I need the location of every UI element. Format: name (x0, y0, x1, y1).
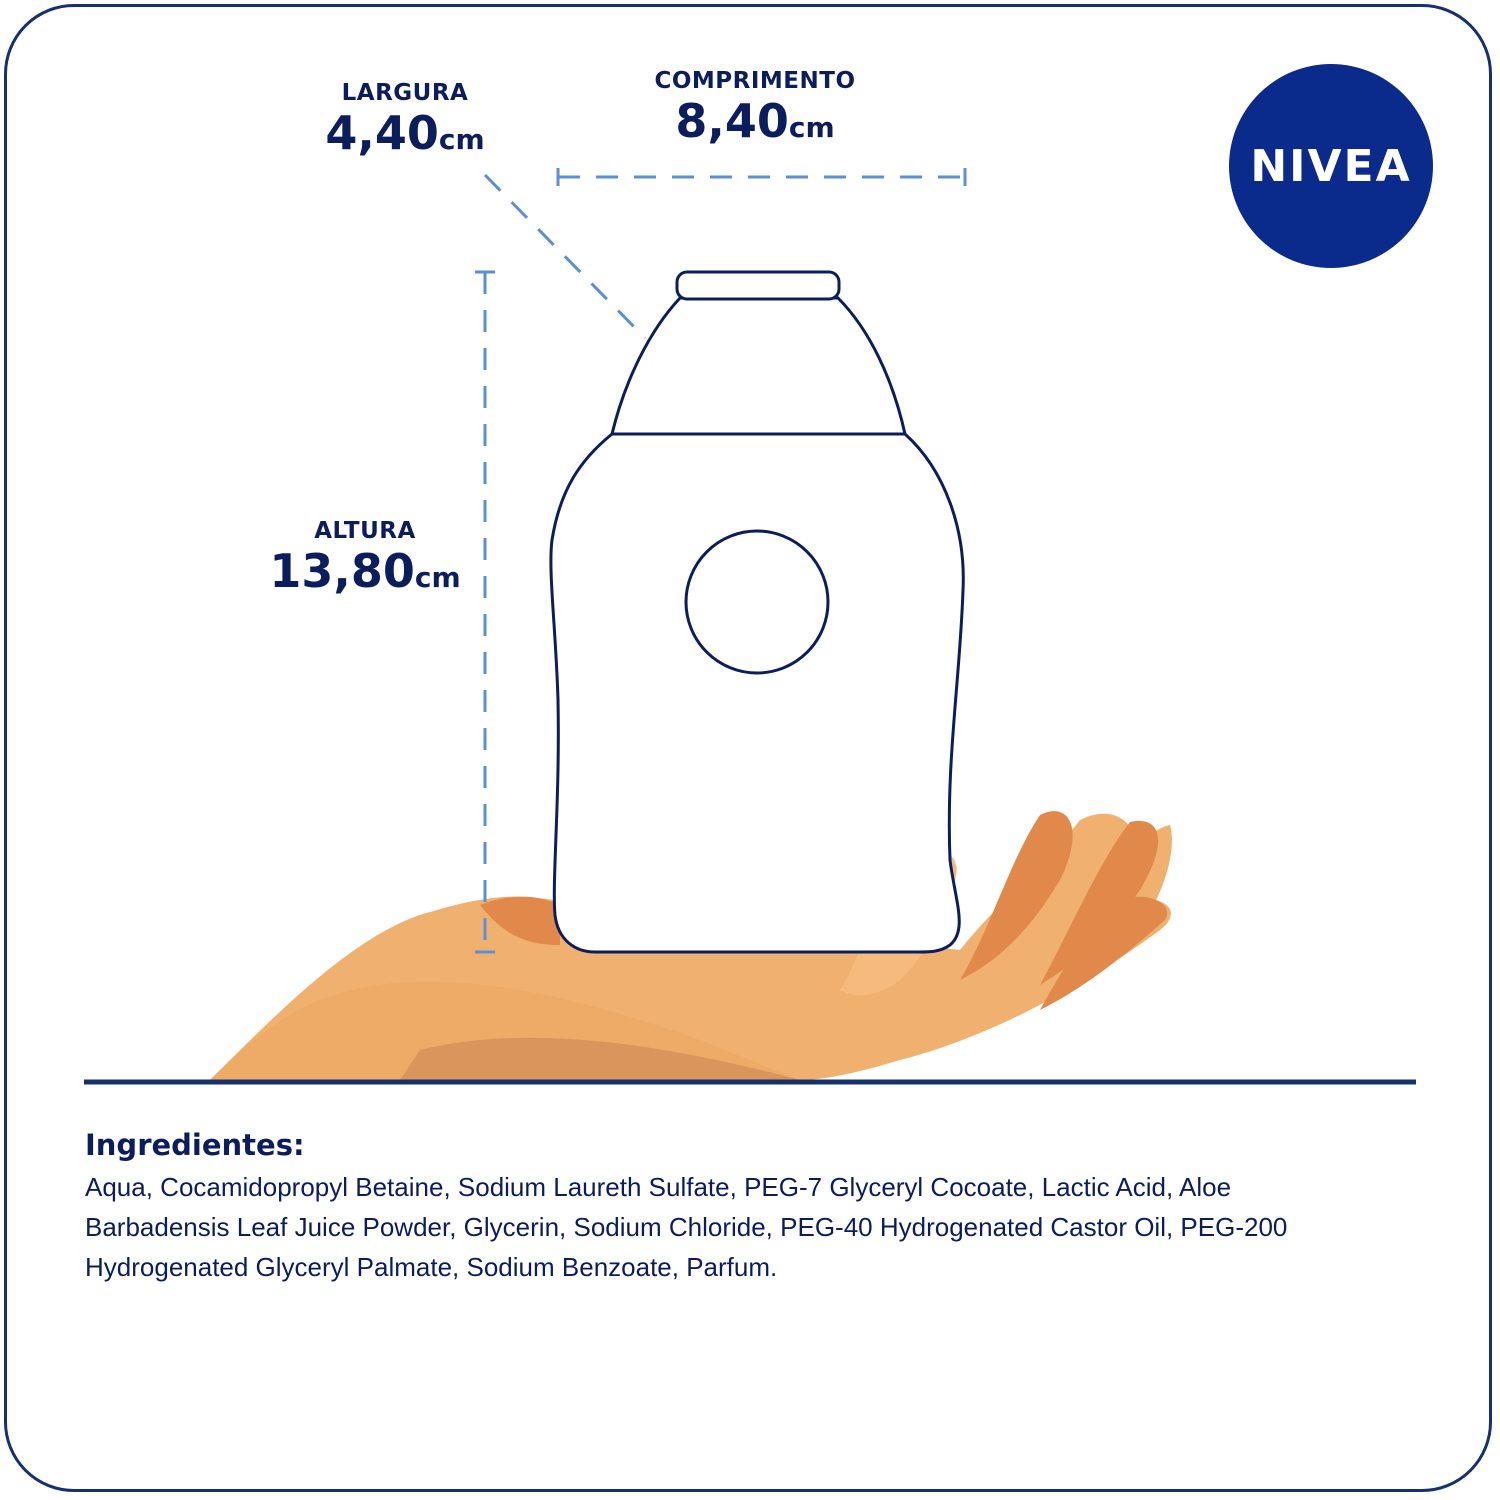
ingredients-line: Hydrogenated Glyceryl Palmate, Sodium Be… (85, 1252, 778, 1282)
width-value: 4,40 (325, 106, 439, 160)
width-label: LARGURA 4,40cm (300, 80, 510, 160)
width-unit: cm (438, 123, 485, 156)
card-border (4, 4, 1492, 1492)
ingredients-line: Aqua, Cocamidopropyl Betaine, Sodium Lau… (85, 1172, 1232, 1202)
ingredients-line: Barbadensis Leaf Juice Powder, Glycerin,… (85, 1212, 1288, 1242)
width-caption: LARGURA (341, 80, 469, 106)
length-caption: COMPRIMENTO (654, 68, 856, 94)
height-value: 13,80 (269, 544, 415, 598)
length-value: 8,40 (675, 94, 789, 148)
nivea-logo: NIVEA (1229, 64, 1433, 268)
height-label: ALTURA 13,80cm (250, 518, 480, 598)
length-label: COMPRIMENTO 8,40cm (630, 68, 880, 148)
length-unit: cm (788, 111, 835, 144)
height-caption: ALTURA (314, 518, 416, 544)
dimension-lines (475, 168, 967, 954)
bottle-illustration (549, 270, 965, 954)
width-dimension-line (483, 173, 647, 340)
height-unit: cm (414, 561, 461, 594)
ingredients-title: Ingredientes: (85, 1128, 305, 1162)
